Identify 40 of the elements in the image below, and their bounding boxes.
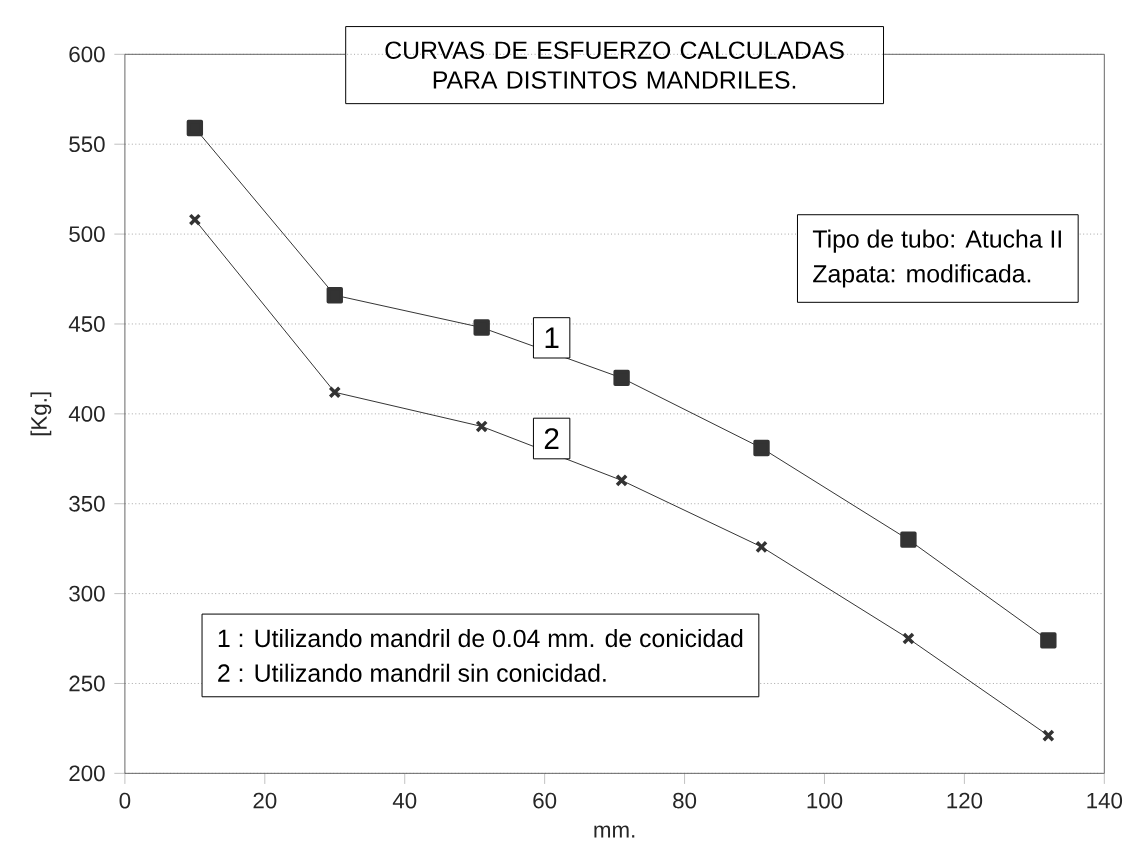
point xyxy=(613,369,630,386)
annotation: 2 : Utilizando mandril sin conicidad. xyxy=(218,663,606,682)
annotation: 1 : Utilizando mandril de 0.04 mm. de conicidad xyxy=(218,628,743,648)
series-label: 2 xyxy=(544,428,559,449)
x-tick-label: 40 xyxy=(392,792,417,809)
y-tick-label: 450 xyxy=(68,315,105,332)
chart-title: CURVAS DE ESFUERZO CALCULADAS PARA DISTINTOS MANDRILES. xyxy=(385,41,844,89)
point xyxy=(186,119,204,137)
y-tick-label: 200 xyxy=(69,765,105,782)
y-tick-label: 250 xyxy=(69,675,105,692)
point xyxy=(615,473,628,487)
point xyxy=(188,213,202,226)
point xyxy=(326,286,343,304)
point xyxy=(475,420,488,433)
x-tick-label: 20 xyxy=(253,792,277,809)
y-tick-label: 550 xyxy=(69,136,105,152)
x-axis-title: mm. xyxy=(594,825,635,838)
x-tick-label: 0 xyxy=(119,792,131,809)
point xyxy=(1042,729,1055,742)
point xyxy=(1040,632,1057,649)
annotation: Tipo de tubo: Atucha II xyxy=(812,229,1061,253)
x-tick-label: 140 xyxy=(1087,792,1123,809)
x-tick-label: 60 xyxy=(533,792,557,809)
series-label: 1 xyxy=(545,327,559,348)
x-tick-label: 80 xyxy=(673,792,697,809)
y-tick-label: 400 xyxy=(68,405,105,422)
y-tick-label: 600 xyxy=(69,46,105,63)
point xyxy=(900,531,917,548)
point xyxy=(755,540,768,554)
x-tick-label: 100 xyxy=(807,792,843,809)
annotation: Zapata: modificada. xyxy=(813,264,1031,288)
point xyxy=(753,439,770,457)
y-tick-label: 300 xyxy=(69,585,105,602)
y-axis-title: [Kg.] xyxy=(30,392,52,436)
x-tick-label: 120 xyxy=(947,792,983,809)
y-tick-label: 350 xyxy=(69,495,105,512)
point xyxy=(328,385,342,399)
y-tick-label: 500 xyxy=(69,226,105,242)
point xyxy=(473,319,490,336)
point xyxy=(902,632,915,645)
